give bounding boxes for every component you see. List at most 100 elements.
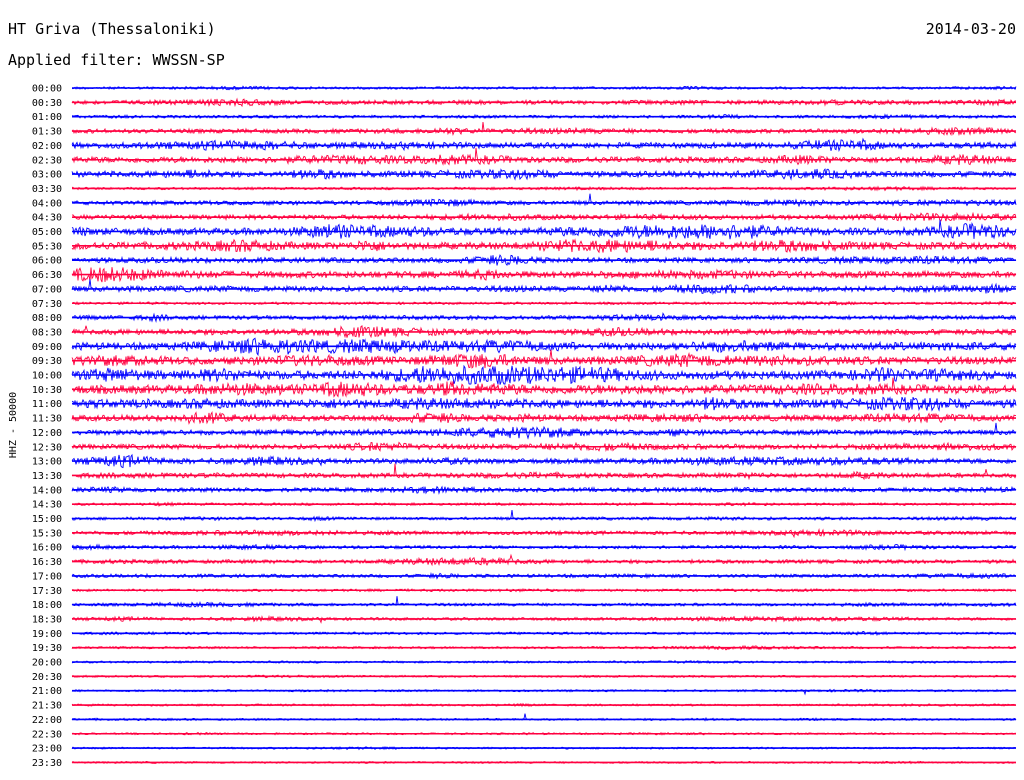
time-tick-label: 01:00 bbox=[32, 112, 62, 123]
time-tick-label: 13:00 bbox=[32, 457, 62, 468]
time-tick-label: 03:30 bbox=[32, 184, 62, 195]
trace-line bbox=[71, 377, 1017, 398]
trace-line bbox=[71, 312, 1017, 323]
time-tick-label: 02:00 bbox=[32, 141, 62, 152]
time-tick-label: 15:30 bbox=[32, 528, 62, 539]
time-tick-label: 18:00 bbox=[32, 600, 62, 611]
trace-line bbox=[71, 238, 1017, 254]
trace-line bbox=[71, 688, 1017, 696]
record-date: 2014-03-20 bbox=[925, 20, 1016, 38]
time-tick-label: 18:30 bbox=[32, 614, 62, 625]
trace-line bbox=[71, 219, 1017, 240]
time-tick-label: 12:30 bbox=[32, 442, 62, 453]
time-tick-label: 05:30 bbox=[32, 241, 62, 252]
time-tick-label: 07:30 bbox=[32, 299, 62, 310]
filter-label: Applied filter: WWSSN-SP bbox=[8, 51, 225, 69]
time-tick-label: 23:30 bbox=[32, 758, 62, 769]
trace-line bbox=[71, 596, 1017, 609]
time-tick-label: 12:00 bbox=[32, 428, 62, 439]
time-tick-label: 10:00 bbox=[32, 371, 62, 382]
trace-line bbox=[71, 396, 1017, 412]
trace-line bbox=[71, 441, 1017, 453]
trace-line bbox=[71, 760, 1017, 765]
time-tick-label: 08:00 bbox=[32, 313, 62, 324]
trace-line bbox=[71, 121, 1017, 137]
trace-line bbox=[71, 572, 1017, 580]
channel-label: HHZ - 50000 bbox=[8, 392, 19, 458]
trace-line bbox=[71, 113, 1017, 121]
trace-line bbox=[71, 553, 1017, 567]
time-tick-label: 21:30 bbox=[32, 701, 62, 712]
time-tick-label: 22:30 bbox=[32, 729, 62, 740]
trace-line bbox=[72, 528, 1017, 539]
time-tick-label: 06:00 bbox=[32, 256, 62, 267]
trace-line bbox=[71, 659, 1017, 665]
time-tick-label: 00:00 bbox=[32, 84, 62, 95]
time-tick-label: 08:30 bbox=[32, 327, 62, 338]
time-tick-label: 19:00 bbox=[32, 629, 62, 640]
time-tick-label: 04:30 bbox=[32, 213, 62, 224]
time-tick-label: 13:30 bbox=[32, 471, 62, 482]
trace-line bbox=[72, 185, 1017, 192]
time-tick-label: 00:30 bbox=[32, 98, 62, 109]
time-tick-label: 22:00 bbox=[32, 715, 62, 726]
time-tick-label: 11:00 bbox=[32, 399, 62, 410]
time-tick-label: 16:30 bbox=[32, 557, 62, 568]
time-tick-label: 15:00 bbox=[32, 514, 62, 525]
time-tick-label: 20:00 bbox=[32, 658, 62, 669]
time-tick-label: 16:00 bbox=[32, 543, 62, 554]
time-tick-label: 04:00 bbox=[32, 198, 62, 209]
trace-line bbox=[71, 211, 1017, 222]
trace-line bbox=[71, 674, 1017, 679]
trace-line bbox=[71, 364, 1017, 385]
trace-line bbox=[71, 137, 1017, 153]
trace-line bbox=[71, 168, 1017, 181]
trace-line bbox=[71, 485, 1017, 495]
time-tick-label: 19:30 bbox=[32, 643, 62, 654]
trace-line bbox=[71, 543, 1017, 552]
time-tick-label: 06:30 bbox=[32, 270, 62, 281]
time-tick-label: 20:30 bbox=[32, 672, 62, 683]
trace-line bbox=[71, 587, 1017, 593]
time-tick-label: 14:00 bbox=[32, 485, 62, 496]
trace-line bbox=[71, 147, 1017, 166]
trace-line bbox=[71, 279, 1017, 296]
trace-line bbox=[71, 501, 1017, 507]
trace-line bbox=[71, 702, 1017, 708]
trace-line bbox=[71, 300, 1017, 307]
time-tick-label: 10:30 bbox=[32, 385, 62, 396]
trace-line bbox=[71, 614, 1017, 624]
time-tick-label: 21:00 bbox=[32, 686, 62, 697]
trace-line bbox=[71, 453, 1017, 469]
time-tick-label: 02:30 bbox=[32, 155, 62, 166]
trace-line bbox=[71, 644, 1017, 651]
trace-line bbox=[71, 254, 1017, 267]
time-tick-label: 11:30 bbox=[32, 414, 62, 425]
trace-line bbox=[71, 97, 1016, 108]
trace-line bbox=[71, 463, 1017, 481]
trace-line bbox=[71, 509, 1017, 523]
trace-line bbox=[71, 731, 1017, 736]
time-tick-label: 07:00 bbox=[32, 284, 62, 295]
trace-line bbox=[71, 85, 1017, 91]
trace-line bbox=[71, 267, 1017, 283]
trace-line bbox=[71, 349, 1017, 369]
time-tick-label: 14:30 bbox=[32, 500, 62, 511]
trace-line bbox=[71, 713, 1017, 722]
time-tick-label: 05:00 bbox=[32, 227, 62, 238]
trace-line bbox=[71, 410, 1016, 425]
trace-line bbox=[71, 193, 1017, 208]
trace-line bbox=[71, 422, 1017, 440]
time-tick-label: 09:30 bbox=[32, 356, 62, 367]
trace-line bbox=[71, 325, 1017, 339]
trace-line bbox=[71, 630, 1017, 637]
time-tick-label: 23:00 bbox=[32, 744, 62, 755]
time-tick-label: 03:00 bbox=[32, 170, 62, 181]
time-tick-label: 17:30 bbox=[32, 586, 62, 597]
time-tick-label: 01:30 bbox=[32, 127, 62, 138]
trace-line bbox=[71, 745, 1017, 751]
time-tick-label: 09:00 bbox=[32, 342, 62, 353]
trace-group: 00:00 00:30 01:00 01:30 02:00 02:30 03:00 03:30… bbox=[32, 84, 1017, 769]
time-tick-label: 17:00 bbox=[32, 571, 62, 582]
